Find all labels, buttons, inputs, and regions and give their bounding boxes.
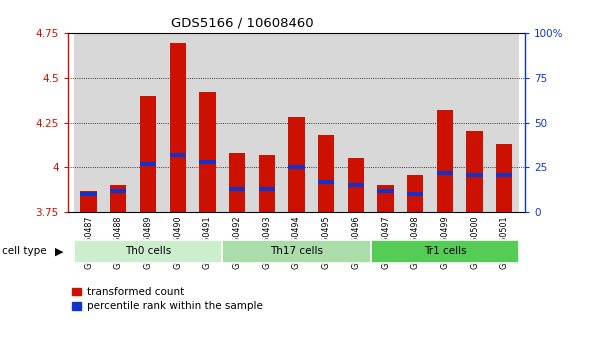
Bar xyxy=(312,33,341,212)
Bar xyxy=(289,117,304,212)
Bar xyxy=(199,92,215,212)
Bar xyxy=(348,183,364,187)
Bar xyxy=(229,187,245,191)
Bar xyxy=(103,33,133,212)
Bar xyxy=(110,185,126,212)
Bar xyxy=(229,153,245,212)
Bar xyxy=(199,160,215,164)
Text: ▶: ▶ xyxy=(55,246,64,256)
Bar xyxy=(140,95,156,212)
Bar xyxy=(467,173,483,176)
Bar xyxy=(496,173,513,176)
Bar xyxy=(371,33,401,212)
Bar xyxy=(437,110,453,212)
Bar xyxy=(258,155,275,212)
Bar xyxy=(74,33,103,212)
Bar xyxy=(289,166,304,170)
Bar xyxy=(318,180,335,184)
Bar xyxy=(348,159,364,212)
Text: Th0 cells: Th0 cells xyxy=(125,246,171,256)
Bar xyxy=(378,185,394,212)
Bar xyxy=(80,191,97,212)
Bar xyxy=(222,33,252,212)
Bar xyxy=(318,135,335,212)
Text: Th17 cells: Th17 cells xyxy=(270,246,323,256)
Bar xyxy=(281,33,312,212)
Bar xyxy=(169,44,186,212)
Bar xyxy=(407,192,424,196)
Bar xyxy=(110,189,126,193)
Bar xyxy=(430,33,460,212)
Text: Tr1 cells: Tr1 cells xyxy=(424,246,466,256)
FancyBboxPatch shape xyxy=(222,240,371,263)
Bar xyxy=(133,33,163,212)
Bar xyxy=(401,33,430,212)
Bar xyxy=(163,33,192,212)
FancyBboxPatch shape xyxy=(371,240,519,263)
Bar xyxy=(460,33,490,212)
Bar xyxy=(169,153,186,157)
Bar xyxy=(437,171,453,175)
Bar xyxy=(407,175,424,212)
Bar xyxy=(258,187,275,191)
Text: cell type: cell type xyxy=(2,246,47,256)
FancyBboxPatch shape xyxy=(74,240,222,263)
Bar xyxy=(496,144,513,212)
Bar xyxy=(467,131,483,212)
Bar xyxy=(490,33,519,212)
Text: GDS5166 / 10608460: GDS5166 / 10608460 xyxy=(171,16,313,29)
Bar xyxy=(341,33,371,212)
Bar xyxy=(80,192,97,196)
Bar xyxy=(192,33,222,212)
Bar xyxy=(378,189,394,193)
Bar xyxy=(252,33,281,212)
Legend: transformed count, percentile rank within the sample: transformed count, percentile rank withi… xyxy=(68,283,267,316)
Bar xyxy=(140,162,156,166)
